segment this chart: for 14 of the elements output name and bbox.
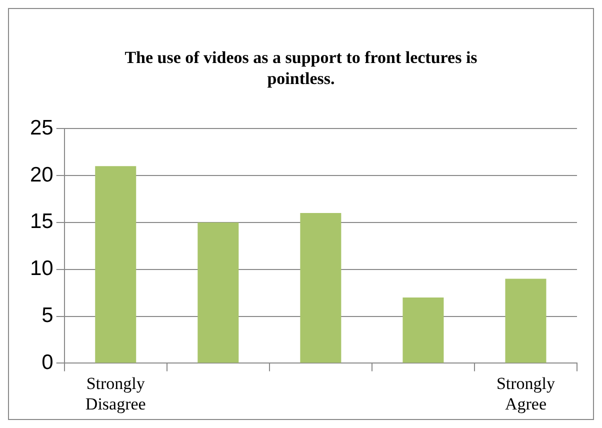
y-tick-label: 5: [42, 304, 54, 328]
x-tick-label: Strongly Agree: [496, 374, 556, 414]
y-tick-label: 20: [30, 163, 54, 186]
bar: [402, 298, 444, 363]
y-tick-label: 25: [30, 116, 54, 140]
chart-title: The use of videos as a support to front lectures is pointless.: [124, 47, 478, 89]
y-tick-label: 0: [42, 350, 54, 374]
y-tick-label: 15: [30, 210, 54, 234]
bar: [198, 222, 239, 363]
y-tick-label: 10: [30, 257, 54, 280]
bar: [95, 166, 136, 363]
bar: [505, 278, 546, 363]
x-tick-label: Strongly Disagree: [85, 374, 146, 414]
bar: [300, 213, 342, 363]
